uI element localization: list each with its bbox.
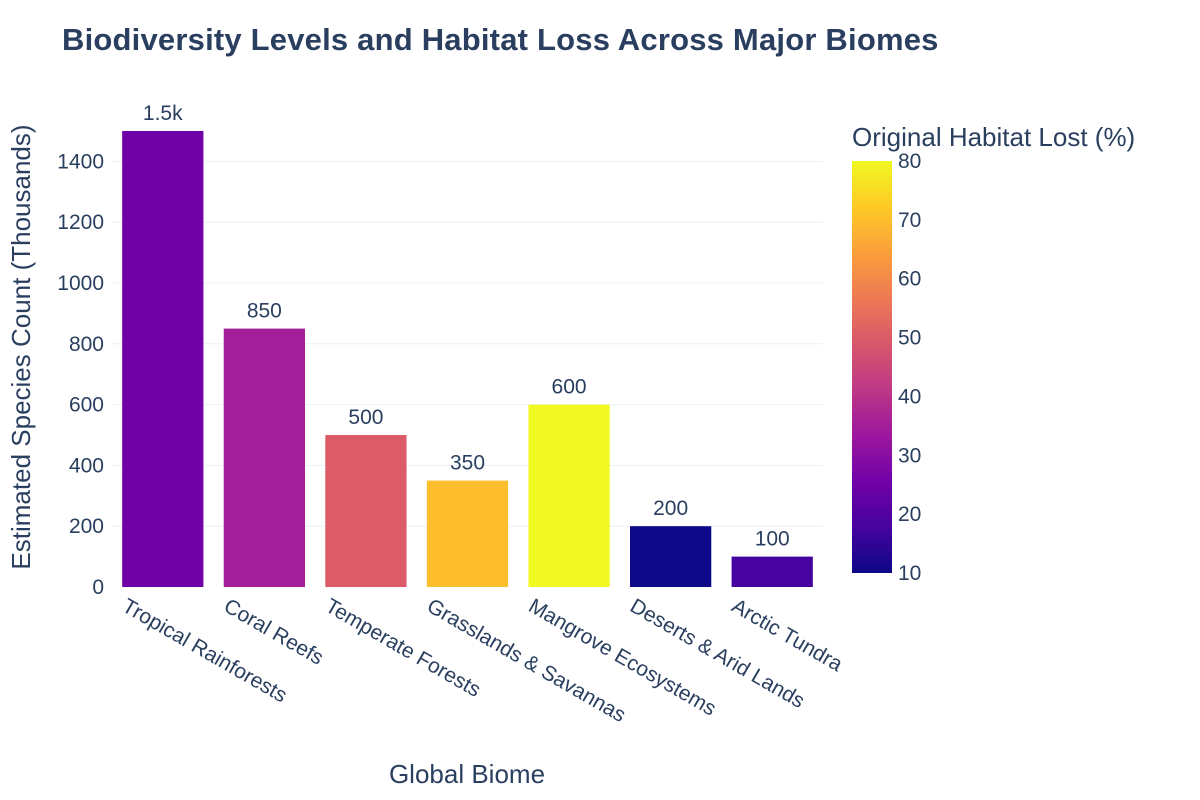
colorbar-tick-label: 40 bbox=[898, 385, 921, 408]
colorbar-tick-label: 30 bbox=[898, 444, 921, 467]
data-label: 100 bbox=[755, 528, 790, 551]
y-tick-label: 200 bbox=[69, 515, 104, 538]
x-tick-label: Tropical Rainforests bbox=[118, 594, 291, 707]
y-tick-label: 1000 bbox=[57, 272, 104, 295]
bar[interactable] bbox=[426, 480, 509, 587]
colorbar-tick-label: 50 bbox=[898, 327, 921, 350]
y-axis: 0 200 400 600 800 1000 1200 1400 bbox=[57, 150, 104, 599]
colorbar-tick-label: 10 bbox=[898, 562, 921, 585]
x-tick-label: Deserts & Arid Lands bbox=[626, 594, 808, 713]
colorbar-tick-label: 80 bbox=[898, 150, 921, 173]
x-axis-title: Global Biome bbox=[389, 759, 545, 789]
y-tick-label: 800 bbox=[69, 333, 104, 356]
bar[interactable] bbox=[528, 404, 610, 587]
data-label: 200 bbox=[653, 497, 688, 520]
bars bbox=[122, 131, 813, 587]
x-tick-label: Mangrove Ecosystems bbox=[525, 594, 720, 720]
bar[interactable] bbox=[630, 526, 712, 587]
colorbar-gradient bbox=[852, 161, 892, 573]
bar[interactable] bbox=[325, 435, 407, 587]
data-label: 600 bbox=[552, 376, 587, 399]
colorbar-title: Original Habitat Lost (%) bbox=[852, 122, 1135, 152]
y-tick-label: 400 bbox=[69, 454, 104, 477]
data-label: 1.5k bbox=[143, 102, 183, 125]
chart-title: Biodiversity Levels and Habitat Loss Acr… bbox=[62, 22, 939, 57]
data-label: 350 bbox=[450, 452, 485, 475]
bar[interactable] bbox=[731, 556, 813, 587]
colorbar-tick-label: 20 bbox=[898, 503, 921, 526]
data-labels: 1.5k 850 500 350 600 200 100 bbox=[143, 102, 790, 551]
colorbar-ticks: 10 20 30 40 50 60 70 80 bbox=[898, 150, 921, 585]
bar[interactable] bbox=[223, 328, 305, 587]
data-label: 500 bbox=[348, 406, 383, 429]
bar[interactable] bbox=[122, 131, 204, 587]
colorbar-tick-label: 70 bbox=[898, 209, 921, 232]
y-axis-title: Estimated Species Count (Thousands) bbox=[6, 124, 36, 569]
colorbar: Original Habitat Lost (%) 10 20 30 40 50 60 70… bbox=[852, 122, 1135, 585]
y-tick-label: 1200 bbox=[57, 211, 104, 234]
data-label: 850 bbox=[247, 300, 282, 323]
colorbar-tick-label: 60 bbox=[898, 268, 921, 291]
y-tick-label: 600 bbox=[69, 394, 104, 417]
y-tick-label: 1400 bbox=[57, 150, 104, 173]
y-tick-label: 0 bbox=[92, 576, 104, 599]
